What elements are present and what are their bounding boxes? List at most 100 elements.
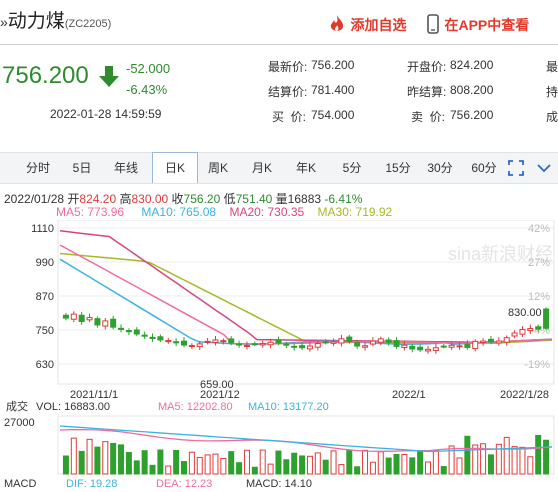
candle-body <box>78 314 85 323</box>
candle-body <box>196 343 203 348</box>
y-tick-label: 870 <box>36 291 54 303</box>
volume-bar <box>259 449 266 475</box>
volume-bar <box>212 453 219 475</box>
candle-body <box>338 338 345 344</box>
candle-body <box>519 328 526 335</box>
volume-bar <box>519 446 526 475</box>
candle-body <box>448 344 455 348</box>
candle-body <box>456 345 463 348</box>
volume-bar <box>267 463 274 475</box>
volume-bar <box>196 456 203 475</box>
volume-bar <box>141 450 148 475</box>
y-tick-label: 990 <box>36 257 54 269</box>
candle-body <box>495 340 502 344</box>
kline-info-row: 2022/01/28 开824.20 高830.00 收756.20 低751.… <box>4 190 362 207</box>
candle-body <box>220 340 227 343</box>
pct-tick-label: 12% <box>528 291 550 303</box>
back-prefix: » <box>0 14 8 30</box>
field-settle-value: 781.400 <box>311 83 355 97</box>
commodity-code: (ZC2205) <box>64 18 112 30</box>
volume-bar <box>495 443 502 475</box>
quote-datetime: 2022-01-28 14:59:59 <box>50 107 162 121</box>
high-marker: 830.00 <box>508 307 542 319</box>
vol-value-text: VOL: 16883.00 <box>36 401 110 413</box>
candle-body <box>267 341 274 346</box>
tab-monthly-k[interactable]: 月K <box>251 161 272 175</box>
volume-bar <box>251 466 258 475</box>
volume-bar <box>425 461 431 475</box>
field-latest-value: 756.200 <box>311 58 355 72</box>
candle-body <box>259 343 266 346</box>
view-in-app-label: 在APP中查看 <box>444 17 530 33</box>
pct-tick-label: -19% <box>524 359 550 371</box>
candle-body <box>133 329 140 335</box>
candle-body <box>283 343 290 346</box>
candle-body <box>125 330 132 333</box>
volume-bar <box>527 456 534 475</box>
volume-bar <box>110 442 117 475</box>
volume-bar <box>480 443 487 475</box>
x-axis-label: 2022/1 <box>392 389 426 401</box>
chevron-down-icon[interactable] <box>536 160 552 181</box>
field-open-label: 开盘价: <box>407 60 447 74</box>
tab-5min[interactable]: 5分 <box>342 161 362 175</box>
phone-icon <box>426 14 440 39</box>
vol-ma10-text: MA10: 13177.20 <box>248 401 329 413</box>
candle-body <box>94 318 101 326</box>
tab-intraday[interactable]: 分时 <box>25 161 50 175</box>
tab-60min[interactable]: 60分 <box>471 161 497 175</box>
tab-30min[interactable]: 30分 <box>427 161 453 175</box>
low-value: 751.40 <box>235 192 273 206</box>
x-axis-label: 2021/11/1 <box>70 389 118 401</box>
volume-bar <box>440 466 447 475</box>
tab-yearline[interactable]: 年线 <box>113 161 138 175</box>
candle-body <box>243 344 250 347</box>
volume-bar <box>417 451 424 475</box>
candle-body <box>330 341 337 344</box>
volume-bar <box>228 451 235 475</box>
candle-body <box>181 340 187 346</box>
volume-bar <box>165 465 172 475</box>
candle-body <box>417 346 424 351</box>
view-in-app-button[interactable]: 在APP中查看 <box>426 14 529 39</box>
header-divider <box>0 44 558 45</box>
macd-dea-text: DEA: 12.23 <box>156 478 212 490</box>
candle-body <box>535 326 542 330</box>
period-tabs: 分时 5日 年线 日K 周K 月K 年K 5分 15分 30分 60分 <box>0 152 558 184</box>
volume-bar <box>503 436 510 475</box>
tab-5day[interactable]: 5日 <box>72 161 92 175</box>
candle-body <box>409 345 416 350</box>
volume-bar <box>432 449 439 475</box>
tab-yearly-k[interactable]: 年K <box>295 161 316 175</box>
close-value: 756.20 <box>183 192 221 206</box>
candle-body <box>141 334 148 337</box>
kline-date: 2022/01/28 <box>4 192 65 206</box>
candle-body <box>527 327 534 332</box>
candle-body <box>354 342 361 347</box>
tab-daily-k[interactable]: 日K <box>152 152 198 183</box>
volume-bar <box>70 437 77 475</box>
sina-watermark: sina新浪财经 <box>448 244 553 264</box>
volume-bar <box>62 455 69 475</box>
volume-bar <box>401 454 408 475</box>
pct-tick-label: 27% <box>528 257 550 269</box>
candle-body <box>228 338 235 344</box>
candle-body <box>173 341 180 344</box>
candle-body <box>306 345 313 350</box>
candle-body <box>322 341 329 344</box>
candle-body <box>299 345 306 349</box>
field-bid-value: 754.000 <box>311 108 355 122</box>
fullscreen-icon[interactable] <box>508 160 524 181</box>
add-watchlist-button[interactable]: 添加自选 <box>328 14 406 39</box>
vol-ma10-line <box>59 425 553 453</box>
tab-15min[interactable]: 15分 <box>385 161 411 175</box>
tab-weekly-k[interactable]: 周K <box>207 161 228 175</box>
field-open-interest-label: 持 <box>546 85 558 99</box>
volume-bar <box>354 466 361 475</box>
price-change-pct: -6.43% <box>126 82 168 97</box>
commodity-name: 动力煤 <box>7 11 65 32</box>
volume-bar <box>118 444 125 475</box>
candle-body <box>236 343 243 346</box>
vol-ma5-line <box>59 428 553 452</box>
